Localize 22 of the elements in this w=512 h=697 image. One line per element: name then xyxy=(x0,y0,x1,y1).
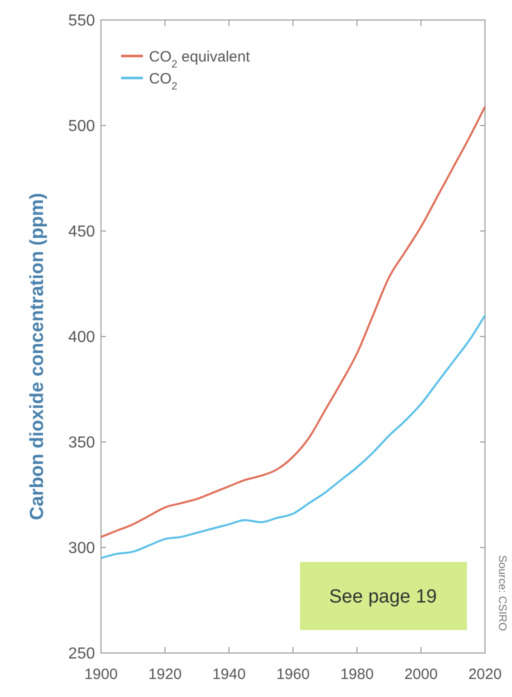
y-tick-label: 450 xyxy=(68,224,96,241)
y-tick-label: 300 xyxy=(68,540,96,558)
x-tick-label: 2020 xyxy=(468,666,502,683)
x-tick-label: 1920 xyxy=(148,666,182,683)
x-tick-label: 1980 xyxy=(340,666,374,683)
legend-label: CO$_{2}$ equivalent xyxy=(149,48,251,70)
y-tick-label: 350 xyxy=(68,434,96,452)
line-series xyxy=(100,106,486,538)
line-series xyxy=(100,314,486,560)
y-tick-label: 250 xyxy=(68,646,96,663)
y-tick-label: 400 xyxy=(68,329,96,346)
note-label: See page 19 xyxy=(300,562,467,630)
y-tick-label: 550 xyxy=(68,12,96,30)
y-axis-title: Carbon dioxide concentration (ppm) xyxy=(27,192,48,520)
y-tick-label: 500 xyxy=(68,118,96,136)
source-note: Source: CSIRO xyxy=(496,555,508,632)
annotation: See page 19 xyxy=(329,586,437,608)
legend-label: CO$_{2}$ xyxy=(149,70,178,92)
x-tick-label: 1900 xyxy=(84,666,118,683)
x-tick-label: 2000 xyxy=(404,666,438,683)
x-tick-label: 1940 xyxy=(212,666,246,683)
x-tick-label: 1960 xyxy=(276,666,310,683)
